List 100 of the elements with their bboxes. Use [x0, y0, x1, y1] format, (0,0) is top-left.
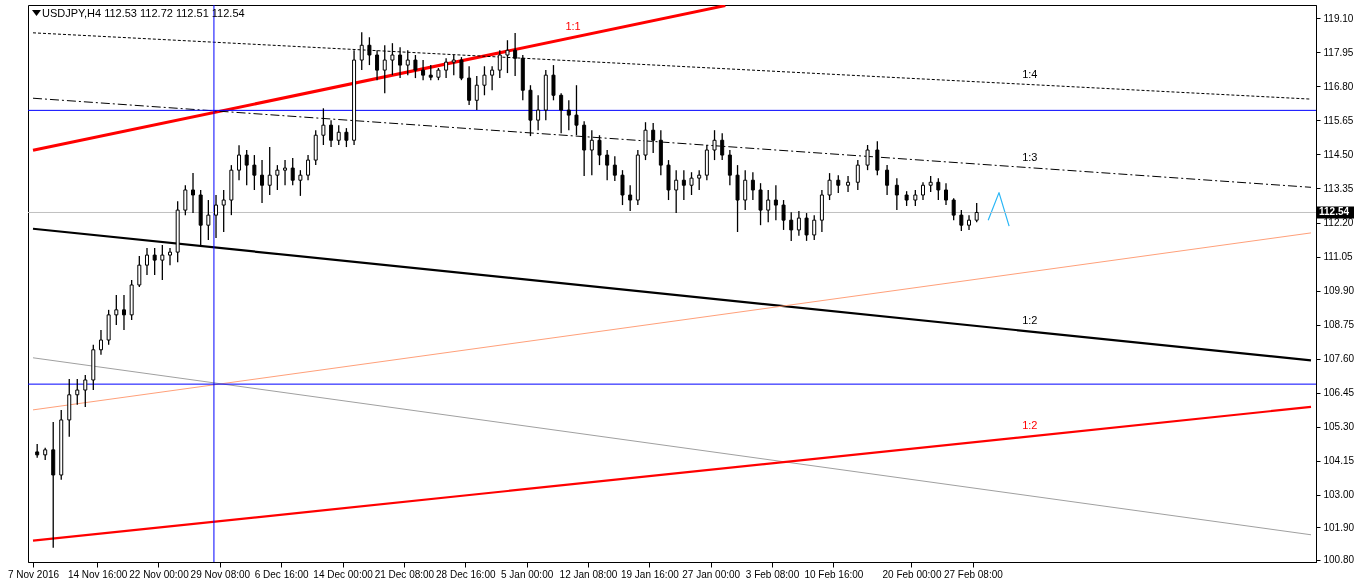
candlestick — [951, 197, 956, 221]
candlestick — [390, 42, 395, 76]
ref-line-label: 112.54 — [1319, 206, 1350, 218]
candlestick — [620, 169, 625, 206]
candlestick — [773, 184, 778, 221]
candlestick — [137, 255, 142, 288]
x-tick-label: 27 Jan 00:00 — [682, 568, 741, 580]
candlestick — [367, 36, 372, 66]
candlestick — [206, 199, 211, 241]
candlestick — [967, 214, 972, 231]
candlestick — [290, 157, 295, 186]
candlestick — [812, 214, 817, 241]
candlestick — [605, 149, 610, 181]
candlestick — [482, 65, 487, 96]
x-tick-label: 6 Dec 16:00 — [254, 568, 310, 580]
candlestick — [405, 49, 410, 76]
candlestick — [689, 171, 694, 196]
y-tick-label: 117.95 — [1323, 46, 1354, 58]
y-tick-label: 105.30 — [1323, 421, 1355, 433]
candlestick — [894, 177, 899, 211]
x-tick-label: 14 Nov 16:00 — [67, 568, 128, 580]
candlestick — [459, 56, 464, 81]
x-tick-label: 7 Nov 2016 — [7, 568, 60, 580]
y-tick-label: 119.10 — [1323, 12, 1354, 24]
y-tick-label: 113.35 — [1323, 183, 1354, 194]
y-tick-label: 116.80 — [1323, 80, 1354, 92]
candlestick — [827, 172, 832, 201]
x-tick-label: 29 Nov 08:00 — [190, 568, 251, 580]
candlestick — [444, 57, 449, 79]
candlestick — [191, 172, 196, 214]
series-label: 1:3 — [1022, 150, 1038, 163]
x-tick-label: 12 Jan 08:00 — [559, 568, 618, 580]
candlestick — [865, 144, 870, 171]
candlestick — [855, 159, 860, 191]
candlestick — [244, 149, 249, 186]
candlestick — [959, 209, 964, 232]
y-tick-label: 111.05 — [1323, 251, 1354, 263]
candlestick — [974, 202, 979, 223]
candlestick — [221, 189, 226, 233]
candlestick — [804, 212, 809, 242]
y-tick-label: 115.65 — [1323, 114, 1354, 126]
candlestick — [766, 189, 771, 223]
candlestick — [781, 199, 786, 231]
candlestick — [750, 171, 755, 201]
candlestick — [260, 159, 265, 204]
y-tick-label: 104.15 — [1323, 455, 1355, 467]
candlestick — [214, 194, 219, 239]
candlestick — [566, 99, 571, 131]
candlestick — [183, 184, 188, 216]
candlestick — [697, 169, 702, 191]
y-tick-label: 112.20 — [1323, 217, 1354, 229]
candlestick — [145, 247, 149, 276]
x-tick-label: 3 Feb 08:00 — [745, 568, 800, 580]
x-tick-label: 27 Feb 08:00 — [943, 568, 1004, 580]
candlestick — [796, 210, 801, 237]
candlestick — [152, 247, 157, 276]
x-tick-label: 28 Dec 16:00 — [436, 568, 496, 580]
candlestick — [681, 169, 686, 201]
candlestick — [597, 134, 602, 166]
series-label: 1:2 — [1022, 314, 1038, 327]
candlestick — [329, 119, 334, 148]
candlestick — [789, 211, 794, 242]
candlestick — [306, 154, 311, 181]
candlestick — [98, 329, 103, 356]
candlestick — [875, 140, 880, 176]
candlestick — [237, 144, 242, 181]
candlestick — [720, 132, 725, 161]
candlestick — [413, 54, 418, 79]
y-tick-label: 108.75 — [1323, 319, 1355, 331]
candlestick — [712, 129, 717, 161]
y-tick-label: 114.50 — [1323, 148, 1354, 160]
candlestick — [944, 182, 949, 206]
x-tick-label: 19 Jan 16:00 — [620, 568, 680, 580]
candlestick — [628, 184, 633, 212]
candlestick — [885, 164, 890, 196]
y-tick-label: 109.90 — [1323, 285, 1355, 297]
candlestick — [283, 159, 288, 186]
candlestick — [936, 177, 941, 201]
candlestick — [451, 54, 456, 76]
candlestick — [75, 378, 80, 406]
candlestick — [651, 122, 656, 154]
candlestick — [758, 182, 763, 226]
candlestick — [727, 149, 732, 186]
series-label: 1:4 — [1022, 67, 1038, 80]
candlestick — [375, 49, 380, 81]
y-tick-label: 107.60 — [1323, 353, 1355, 365]
candlestick — [336, 124, 341, 146]
candlestick — [298, 169, 303, 197]
y-tick-label: 103.00 — [1323, 489, 1355, 501]
candlestick — [421, 59, 426, 81]
series-label: 1:2 — [1022, 419, 1038, 432]
x-tick-label: 5 Jan 00:00 — [501, 568, 554, 580]
candlestick — [551, 64, 556, 101]
candlestick — [674, 169, 679, 214]
series-label: 1:1 — [565, 20, 581, 33]
candlestick — [846, 175, 851, 193]
candlestick — [168, 247, 172, 266]
candlestick — [467, 65, 472, 106]
candlestick — [252, 154, 257, 191]
candlestick — [83, 374, 88, 408]
